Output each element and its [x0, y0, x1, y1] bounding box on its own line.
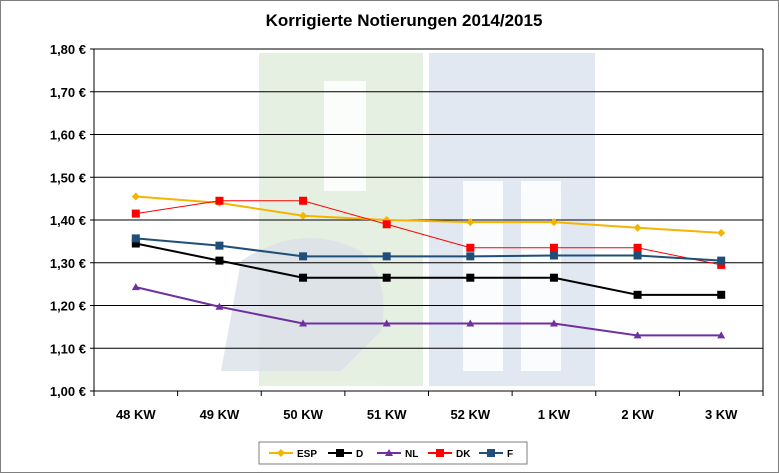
data-point: [382, 220, 391, 229]
y-tick-label: 1,50 €: [50, 170, 86, 185]
x-tick-label: 1 KW: [538, 407, 571, 422]
data-point: [549, 273, 558, 282]
x-tick-label: 48 KW: [116, 407, 156, 422]
x-tick-label: 50 KW: [283, 407, 323, 422]
data-point: [549, 319, 558, 327]
y-tick-label: 1,10 €: [50, 341, 86, 356]
data-point: [215, 196, 224, 205]
legend-label: DK: [456, 449, 471, 460]
data-point: [633, 331, 642, 339]
y-tick-label: 1,30 €: [50, 256, 86, 271]
data-point: [382, 319, 391, 327]
legend-item-d: D: [328, 449, 363, 460]
legend-item-nl: NL: [377, 449, 418, 460]
series-esp: [131, 192, 726, 237]
data-point: [466, 218, 475, 227]
data-point: [382, 252, 391, 261]
y-tick-label: 1,00 €: [50, 384, 86, 399]
data-point: [215, 256, 224, 265]
legend: ESP D NL DK F: [258, 441, 528, 465]
series-line: [135, 237, 722, 262]
data-point: [466, 252, 475, 261]
series-dk: [131, 196, 726, 269]
data-point: [466, 243, 475, 252]
y-tick-label: 1,20 €: [50, 299, 86, 314]
legend-swatch-marker: [385, 449, 393, 456]
data-point: [215, 302, 224, 310]
x-tick-label: 51 KW: [367, 407, 407, 422]
data-point: [299, 211, 308, 220]
data-point: [633, 251, 642, 260]
data-point: [215, 241, 224, 250]
series-f: [131, 234, 726, 265]
data-point: [382, 273, 391, 282]
legend-swatch-marker: [277, 449, 285, 457]
legend-label: F: [507, 449, 513, 460]
legend-item-dk: DK: [428, 449, 471, 460]
x-tick-label: 3 KW: [705, 407, 738, 422]
data-point: [633, 223, 642, 232]
data-point: [466, 273, 475, 282]
series-line: [135, 286, 722, 337]
data-point: [717, 290, 726, 299]
series-line: [135, 242, 722, 296]
data-point: [633, 243, 642, 252]
data-point: [131, 239, 140, 248]
series-nl: [131, 283, 726, 339]
data-point: [717, 331, 726, 339]
data-point: [131, 192, 140, 201]
series-d: [131, 239, 726, 299]
legend-swatch-marker: [487, 449, 495, 457]
data-point: [549, 243, 558, 252]
data-point: [299, 273, 308, 282]
data-point: [299, 252, 308, 261]
y-tick-label: 1,40 €: [50, 213, 86, 228]
data-point: [717, 260, 726, 269]
data-point: [131, 283, 140, 291]
legend-swatch-marker: [436, 449, 444, 457]
x-axis: 48 KW 49 KW 50 KW 51 KW 52 KW 1 KW 2 KW 3 KW: [93, 391, 764, 422]
y-tick-label: 1,80 €: [50, 42, 86, 57]
legend-item-f: F: [479, 449, 513, 460]
data-point: [717, 228, 726, 237]
series-line: [135, 200, 722, 266]
series-line: [135, 195, 722, 234]
data-point: [299, 319, 308, 327]
data-point: [633, 290, 642, 299]
data-point: [549, 218, 558, 227]
data-point: [466, 319, 475, 327]
legend-label: ESP: [297, 449, 317, 460]
x-tick-label: 2 KW: [621, 407, 654, 422]
data-point: [131, 209, 140, 218]
legend-swatch-marker: [336, 449, 344, 457]
data-point: [717, 256, 726, 265]
legend-item-esp: ESP: [269, 449, 317, 460]
y-tick-label: 1,70 €: [50, 85, 86, 100]
chart-title: Korrigierte Notierungen 2014/2015: [266, 11, 543, 30]
legend-label: D: [356, 449, 363, 460]
legend-label: NL: [405, 449, 418, 460]
x-tick-label: 52 KW: [450, 407, 490, 422]
x-tick-label: 49 KW: [200, 407, 240, 422]
series-layer: [131, 192, 726, 339]
y-tick-label: 1,60 €: [50, 128, 86, 143]
data-point: [549, 251, 558, 260]
data-point: [131, 234, 140, 243]
grid: [93, 48, 764, 392]
y-axis: 1,00 € 1,10 € 1,20 € 1,30 € 1,40 € 1,50 € 1,60…: [50, 42, 94, 399]
data-point: [299, 196, 308, 205]
